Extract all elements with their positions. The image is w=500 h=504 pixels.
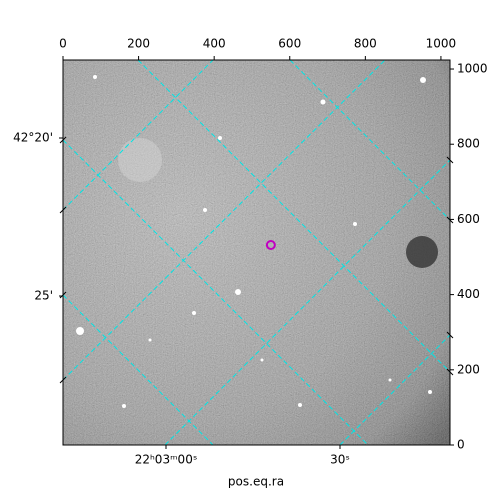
x-tick-label: 400 (203, 37, 226, 51)
x-tick-label: 1000 (426, 37, 457, 51)
edge-tick (446, 216, 454, 224)
edge-tick (59, 376, 67, 384)
edge-tick (446, 368, 454, 376)
dec-label: 25' (34, 289, 53, 303)
y-tick-label: 400 (457, 287, 480, 301)
x-axis-label: pos.eq.ra (228, 475, 284, 489)
coordinate-grid (63, 60, 450, 445)
edge-tick (446, 156, 454, 164)
x-tick-label: 200 (127, 37, 150, 51)
ra-label: 22ʰ03ᵐ00ˢ (135, 453, 198, 467)
sky-image (63, 60, 450, 445)
y-tick-label: 800 (457, 137, 480, 151)
y-tick-label: 0 (457, 438, 465, 452)
dec-label: 42°20' (13, 131, 53, 145)
edge-tick (59, 291, 67, 299)
y-tick-label: 200 (457, 362, 480, 376)
edge-tick (446, 331, 454, 339)
edge-tick (59, 206, 67, 214)
x-tick-label: 0 (59, 37, 67, 51)
source-marker (265, 239, 276, 250)
x-tick-label: 600 (278, 37, 301, 51)
edge-tick (59, 136, 67, 144)
ra-label: 30ˢ (330, 453, 350, 467)
y-tick-label: 1000 (457, 62, 488, 76)
x-tick-label: 800 (354, 37, 377, 51)
y-tick-label: 600 (457, 212, 480, 226)
axes-frame (62, 59, 451, 446)
